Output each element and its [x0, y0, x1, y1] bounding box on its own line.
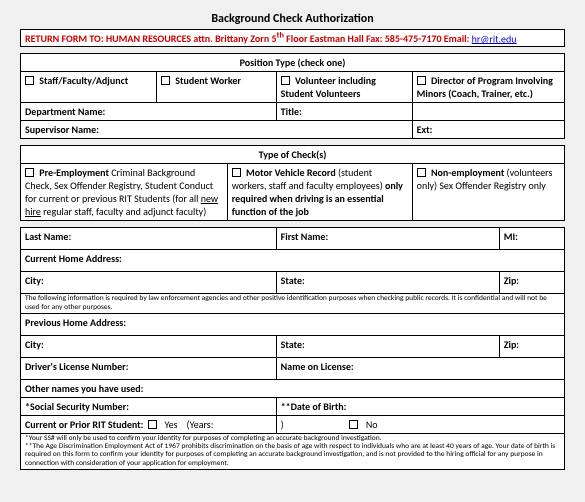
footnote: *Your SS# will only be used to confirm y… [21, 433, 565, 469]
city-label-2: City: [25, 338, 44, 351]
dl-label: Driver's License Number: [25, 360, 128, 373]
prev-address-label: Previous Home Address: [25, 316, 126, 329]
ext-label: Ext: [417, 123, 433, 136]
checks-header: Type of Check(s) [21, 146, 565, 164]
mi-label: MI: [504, 230, 518, 243]
checkbox-no[interactable] [349, 420, 358, 429]
checkbox-pre[interactable] [25, 168, 34, 177]
checkbox-non[interactable] [417, 168, 426, 177]
checkbox-director[interactable] [417, 76, 426, 85]
fine-print-1: The following information is required by… [21, 294, 565, 314]
zip-label: Zip: [504, 274, 519, 287]
checkbox-volunteer[interactable] [281, 76, 290, 85]
rit-student-label: Current or Prior RIT Student: [25, 418, 143, 431]
nol-label: Name on License: [281, 360, 354, 373]
email-link[interactable]: hr@rit.edu [472, 32, 517, 45]
checkbox-staff[interactable] [25, 76, 34, 85]
checkbox-yes[interactable] [148, 420, 157, 429]
other-names-label: Other names you have used: [25, 382, 143, 395]
position-header: Position Type (check one) [21, 54, 565, 72]
type-checks-table: Type of Check(s) Pre-Employment Criminal… [20, 145, 565, 221]
checkbox-mvr[interactable] [232, 168, 241, 177]
ext-cell [412, 103, 564, 121]
ssn-label: *Social Security Number: [25, 400, 129, 413]
position-type-table: Position Type (check one) Staff/Faculty/… [20, 53, 565, 139]
supervisor-label: Supervisor Name: [25, 123, 99, 136]
first-name-label: First Name: [281, 230, 329, 243]
return-text: RETURN FORM TO: HUMAN RESOURCES attn. Br… [25, 32, 472, 45]
state-label-2: State: [281, 338, 305, 351]
zip-label-2: Zip: [504, 338, 519, 351]
title-label: Title: [281, 105, 302, 118]
personal-info-table: Last Name: First Name: MI: Current Home … [20, 227, 565, 470]
curr-address-label: Current Home Address: [25, 252, 122, 265]
checkbox-student[interactable] [161, 76, 170, 85]
return-address-box: RETURN FORM TO: HUMAN RESOURCES attn. Br… [20, 29, 565, 47]
state-label: State: [281, 274, 305, 287]
dept-name-label: Department Name: [25, 105, 105, 118]
city-label: City: [25, 274, 44, 287]
page-title: Background Check Authorization [20, 12, 565, 26]
dob-label: **Date of Birth: [281, 400, 347, 413]
last-name-label: Last Name: [25, 230, 71, 243]
